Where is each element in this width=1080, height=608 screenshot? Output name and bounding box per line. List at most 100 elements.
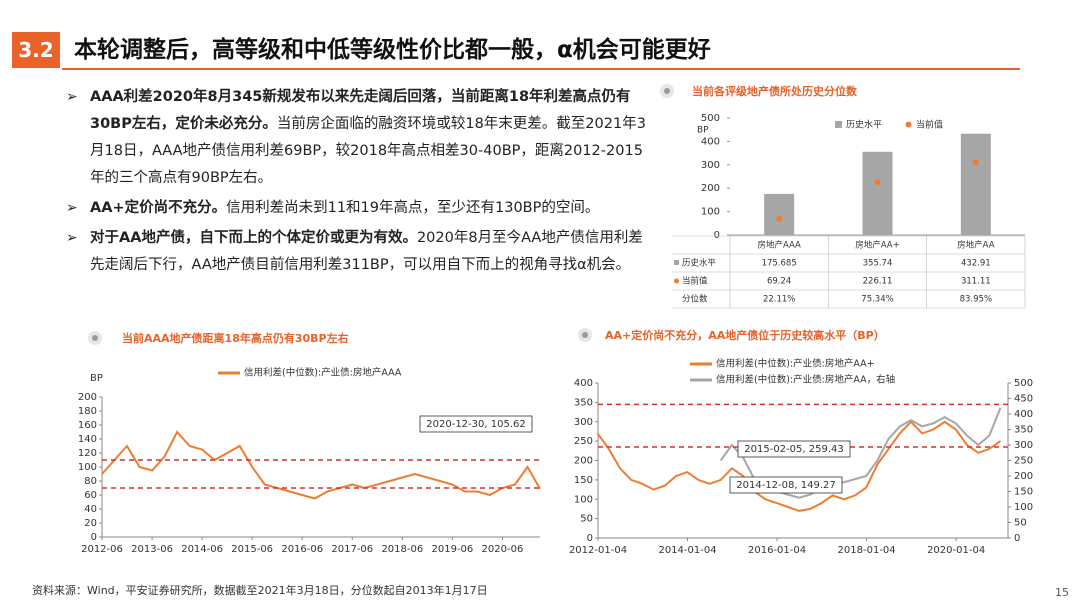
x-tick-label: 2018-06	[381, 544, 423, 555]
legend-label: 信用利差(中位数):产业债:房地产AA，右轴	[716, 374, 895, 386]
x-tick-label: 2014-06	[181, 544, 223, 555]
y-tick-label: 100	[574, 494, 593, 505]
bar	[960, 133, 991, 235]
table-cell: 22.11%	[763, 295, 795, 305]
chart-icon	[578, 328, 592, 342]
source-note: 资料来源：Wind，平安证券研究所，数据截至2021年3月18日，分位数起自20…	[32, 584, 488, 597]
bullet-text: 当前房企面临的融资环境或较18年末更差。截至2021年3月18日，AAA地产债信…	[90, 116, 646, 186]
y-tick-label: 160	[78, 420, 97, 431]
x-tick-label: 2012-06	[81, 544, 123, 555]
series-line	[596, 420, 1002, 512]
y-tick-label: 100	[701, 207, 720, 218]
y-tick-label: 400	[701, 136, 720, 147]
y2-tick-label: 500	[1014, 378, 1033, 389]
table-row-label: 历史水平	[682, 258, 717, 269]
y-axis-label: BP	[697, 126, 709, 136]
y-tick-label: 100	[78, 462, 97, 473]
bullet-bold: 对于AA地产债，自下而上的个体定价或更为有效。	[90, 230, 417, 246]
y2-tick-label: 400	[1014, 409, 1033, 420]
x-tick-label: 2014-01-04	[658, 545, 716, 556]
table-row-label: 当前值	[682, 276, 708, 287]
table-row-label: 分位数	[682, 294, 708, 305]
table-cell: 75.34%	[861, 295, 893, 305]
legend-label: 当前值	[916, 119, 943, 131]
table-swatch	[674, 260, 679, 265]
category-label: 房地产AA+	[855, 240, 900, 251]
table-swatch	[674, 278, 679, 284]
bar	[764, 193, 795, 235]
legend-swatch	[905, 121, 912, 128]
current-dot	[776, 215, 783, 222]
y-tick-label: 20	[84, 518, 97, 529]
table-cell: 355.74	[863, 259, 893, 269]
chart-icon	[88, 331, 102, 345]
y-axis-label: BP	[90, 373, 103, 384]
bullet: AAA利差2020年8月345新规发布以来先走阔后回落，当前距离18年利差高点仍…	[66, 84, 646, 192]
y-tick-label: 200	[78, 392, 97, 403]
y-tick-label: 80	[84, 476, 97, 487]
chart-title: AA+定价尚不充分，AA地产债位于历史较高水平（BP）	[605, 328, 885, 342]
y-tick-label: 150	[574, 475, 593, 486]
x-tick-label: 2012-01-04	[569, 545, 627, 556]
table-cell: 83.95%	[960, 295, 992, 305]
x-tick-label: 2013-06	[131, 544, 173, 555]
x-tick-label: 2020-06	[482, 544, 524, 555]
x-tick-label: 2016-01-04	[748, 545, 806, 556]
y2-tick-label: 150	[1014, 487, 1033, 498]
y-tick-label: 300	[701, 160, 720, 171]
y-tick-label: 350	[574, 397, 593, 408]
legend-label: 信用利差(中位数):产业债:房地产AA+	[716, 358, 875, 370]
y-tick-label: 500	[701, 113, 720, 124]
slide-title: 本轮调整后，高等级和中低等级性价比都一般，α机会可能更好	[74, 37, 711, 63]
legend-label: 历史水平	[846, 119, 882, 131]
annotation: 2015-02-05, 259.43	[744, 444, 843, 455]
y-tick-label: 40	[84, 504, 97, 515]
y2-tick-label: 300	[1014, 440, 1033, 451]
section-number: 3.2	[12, 32, 60, 68]
y-tick-label: 140	[78, 434, 97, 445]
bullet-bold: AA+定价尚不充分。	[90, 200, 227, 216]
category-label: 房地产AAA	[757, 240, 801, 251]
x-tick-label: 2020-01-04	[927, 545, 985, 556]
chart-title: 当前各评级地产债所处历史分位数	[692, 84, 858, 98]
x-tick-label: 2015-06	[231, 544, 273, 555]
table-cell: 69.24	[767, 277, 791, 287]
y-tick-label: 300	[574, 417, 593, 428]
y-tick-label: 0	[91, 532, 97, 543]
bullet: AA+定价尚不充分。信用利差尚未到11和19年高点，至少还有130BP的空间。	[66, 195, 646, 222]
y2-tick-label: 50	[1014, 518, 1027, 529]
current-dot	[874, 179, 881, 186]
table-cell: 175.685	[762, 259, 797, 269]
y-tick-label: 50	[580, 514, 593, 525]
y-tick-label: 60	[84, 490, 97, 501]
y-tick-label: 0	[587, 533, 593, 544]
table-cell: 311.11	[961, 277, 991, 287]
x-tick-label: 2018-01-04	[838, 545, 896, 556]
y-tick-label: 400	[574, 378, 593, 389]
x-tick-label: 2019-06	[432, 544, 474, 555]
y-tick-label: 200	[574, 456, 593, 467]
table-cell: 226.11	[863, 277, 893, 287]
x-tick-label: 2017-06	[331, 544, 373, 555]
bullet-bold: AAA利差2020年8月345新规发布以来先走阔后回落，当前距离18年利差高点仍…	[90, 89, 631, 132]
page-number: 15	[1055, 586, 1069, 599]
y-tick-label: 120	[78, 448, 97, 459]
annotation-box	[729, 476, 843, 494]
y-tick-label: 180	[78, 406, 97, 417]
legend-swatch	[835, 121, 842, 128]
chart-title: 当前AAA地产债距离18年高点仍有30BP左右	[122, 331, 349, 345]
current-dot	[972, 159, 979, 166]
annotation: 2020-12-30, 105.62	[426, 419, 525, 430]
annotation-box	[419, 415, 533, 433]
y-tick-label: 200	[701, 183, 720, 194]
category-label: 房地产AA	[957, 240, 995, 251]
y2-tick-label: 450	[1014, 394, 1033, 405]
bullet-text: 2020年8月至今AA地产债信用利差先走阔后下行，AA地产债目前信用利差311B…	[90, 230, 643, 273]
bullet: 对于AA地产债，自下而上的个体定价或更为有效。2020年8月至今AA地产债信用利…	[66, 225, 646, 279]
x-tick-label: 2016-06	[281, 544, 323, 555]
y2-tick-label: 350	[1014, 425, 1033, 436]
y2-tick-label: 0	[1014, 533, 1020, 544]
y2-tick-label: 250	[1014, 456, 1033, 467]
